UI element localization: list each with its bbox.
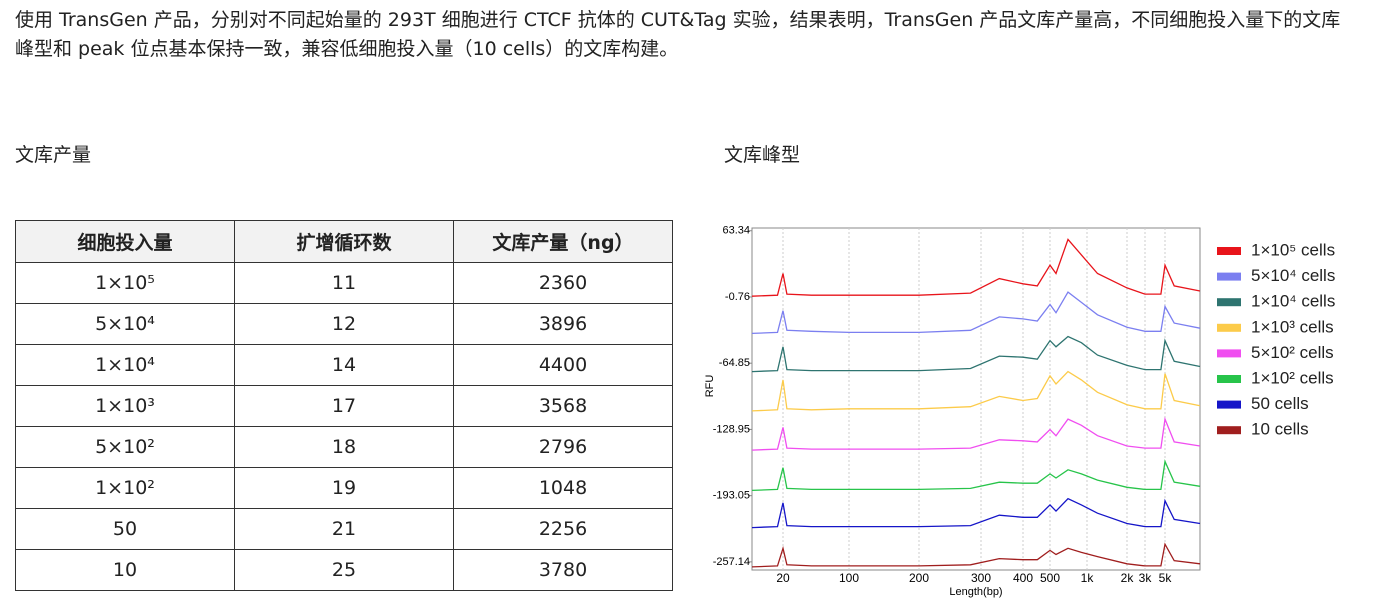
y-tick-label: -64.85 — [719, 357, 750, 369]
legend-label: 1×10⁵ cells — [1251, 240, 1335, 259]
table-row: 50 21 2256 — [15, 508, 673, 550]
table-cell: 1048 — [453, 467, 673, 509]
table-row: 10 25 3780 — [15, 549, 673, 591]
table-row: 5×10⁴ 12 3896 — [15, 303, 673, 345]
table-row: 1×10⁵ 11 2360 — [15, 262, 673, 304]
x-tick-label: 400 — [1013, 571, 1033, 585]
table-row: 1×10² 19 1048 — [15, 467, 673, 509]
table-cell: 12 — [234, 303, 454, 345]
y-tick-label: -0.76 — [725, 291, 750, 303]
legend-swatch — [1217, 272, 1241, 281]
header-cell: 文库产量（ng） — [453, 220, 673, 263]
table-row: 1×10⁴ 14 4400 — [15, 344, 673, 386]
legend-swatch — [1217, 349, 1241, 358]
legend-label: 50 cells — [1251, 394, 1309, 413]
table-row: 1×10³ 17 3568 — [15, 385, 673, 427]
table-cell: 14 — [234, 344, 454, 386]
header-cell: 扩增循环数 — [234, 220, 454, 263]
legend-label: 1×10⁴ cells — [1251, 292, 1335, 311]
y-tick-label: -257.14 — [713, 556, 750, 568]
x-tick-label: 20 — [776, 571, 790, 585]
table-cell: 3780 — [453, 549, 673, 591]
x-tick-label: 3k — [1139, 571, 1153, 585]
table-cell: 1×10⁴ — [15, 344, 235, 386]
x-tick-label: 300 — [971, 571, 991, 585]
table-cell: 18 — [234, 426, 454, 468]
legend-swatch — [1217, 400, 1241, 409]
profile-heading: 文库峰型 — [724, 144, 801, 166]
y-tick-label: -193.05 — [713, 490, 750, 502]
table-cell: 1×10³ — [15, 385, 235, 427]
legend-label: 5×10² cells — [1251, 343, 1334, 362]
legend-swatch — [1217, 426, 1241, 435]
trace-line — [751, 238, 1201, 297]
trace-line — [751, 416, 1201, 451]
yield-table: 细胞投入量 扩增循环数 文库产量（ng） 1×10⁵ 11 2360 5×10⁴ 12 3896… — [15, 220, 673, 591]
legend-label: 1×10² cells — [1251, 368, 1334, 387]
trace-line — [751, 459, 1201, 492]
y-axis-label: RFU — [704, 375, 716, 398]
x-tick-label: 1k — [1081, 571, 1095, 585]
trace-line — [751, 497, 1201, 529]
table-cell: 5×10² — [15, 426, 235, 468]
legend-swatch — [1217, 298, 1241, 307]
trace-line — [751, 370, 1201, 412]
x-tick-label: 5k — [1159, 571, 1173, 585]
legend-label: 5×10⁴ cells — [1251, 266, 1335, 285]
table-cell: 19 — [234, 467, 454, 509]
table-cell: 17 — [234, 385, 454, 427]
trace-line — [751, 291, 1201, 335]
table-cell: 50 — [15, 508, 235, 550]
x-axis-label: Length(bp) — [949, 586, 1002, 598]
legend-label: 1×10³ cells — [1251, 317, 1334, 336]
legend-swatch — [1217, 247, 1241, 255]
table-cell: 3568 — [453, 385, 673, 427]
table-cell: 11 — [234, 262, 454, 304]
y-tick-label: -128.95 — [713, 423, 750, 435]
table-cell: 25 — [234, 549, 454, 591]
legend-swatch — [1217, 375, 1241, 383]
table-cell: 2796 — [453, 426, 673, 468]
table-cell: 10 — [15, 549, 235, 591]
table-cell: 2360 — [453, 262, 673, 304]
x-tick-label: 500 — [1040, 571, 1060, 585]
table-cell: 21 — [234, 508, 454, 550]
yield-heading: 文库产量 — [15, 144, 92, 166]
x-tick-label: 200 — [909, 571, 929, 585]
legend-swatch — [1217, 323, 1241, 332]
profile-chart: 20 100 200 300 400 500 1k 2k 3k 5k 63.34 -0.76 -64.8… — [704, 225, 1335, 598]
x-tick-label: 100 — [839, 571, 859, 585]
y-tick-label: 63.34 — [722, 225, 750, 237]
header-cell: 细胞投入量 — [15, 220, 235, 263]
table-cell: 1×10⁵ — [15, 262, 235, 304]
table-cell: 1×10² — [15, 467, 235, 509]
table-cell: 3896 — [453, 303, 673, 345]
table-row: 5×10² 18 2796 — [15, 426, 673, 468]
table-cell: 4400 — [453, 344, 673, 386]
trace-line — [751, 335, 1201, 373]
trace-line — [751, 542, 1201, 568]
x-tick-label: 2k — [1121, 571, 1135, 585]
table-cell: 5×10⁴ — [15, 303, 235, 345]
intro-text: 使用 TransGen 产品，分别对不同起始量的 293T 细胞进行 CTCF … — [15, 9, 1341, 60]
table-cell: 2256 — [453, 508, 673, 550]
legend-label: 10 cells — [1251, 420, 1309, 439]
plot-frame — [751, 227, 1201, 571]
